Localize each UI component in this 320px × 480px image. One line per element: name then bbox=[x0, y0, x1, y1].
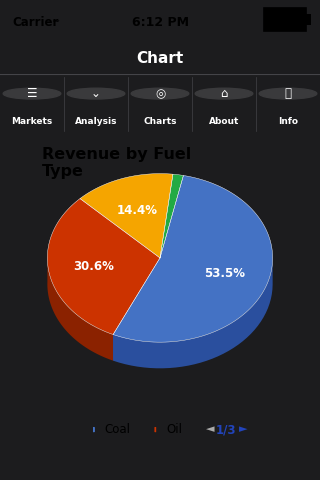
Polygon shape bbox=[113, 176, 273, 342]
Text: Coal: Coal bbox=[105, 423, 131, 436]
Circle shape bbox=[3, 88, 61, 99]
Circle shape bbox=[259, 88, 317, 99]
Polygon shape bbox=[113, 258, 160, 360]
Text: ~: ~ bbox=[52, 17, 60, 27]
Polygon shape bbox=[160, 174, 183, 258]
Text: 14.4%: 14.4% bbox=[117, 204, 158, 216]
Text: ☰: ☰ bbox=[27, 87, 37, 100]
Text: ⓘ: ⓘ bbox=[284, 87, 292, 100]
Text: ⌂: ⌂ bbox=[220, 87, 228, 100]
Text: Oil: Oil bbox=[166, 423, 182, 436]
Text: 1/3: 1/3 bbox=[216, 423, 236, 436]
Text: About: About bbox=[209, 117, 239, 126]
Polygon shape bbox=[47, 199, 160, 335]
Text: Markets: Markets bbox=[12, 117, 52, 126]
Text: 6:12 PM: 6:12 PM bbox=[132, 16, 188, 29]
Text: Charts: Charts bbox=[143, 117, 177, 126]
Text: ◄: ◄ bbox=[206, 425, 215, 434]
Circle shape bbox=[131, 88, 189, 99]
Bar bbox=[264, 8, 306, 31]
Circle shape bbox=[67, 88, 125, 99]
Text: 30.6%: 30.6% bbox=[73, 261, 114, 274]
Text: Carrier: Carrier bbox=[12, 16, 58, 29]
Text: Chart: Chart bbox=[136, 51, 184, 66]
Polygon shape bbox=[80, 174, 173, 258]
Polygon shape bbox=[113, 258, 160, 360]
Text: Revenue by Fuel
Type: Revenue by Fuel Type bbox=[42, 147, 191, 179]
Text: ⌄: ⌄ bbox=[91, 87, 101, 100]
Polygon shape bbox=[47, 255, 113, 360]
Text: Analysis: Analysis bbox=[75, 117, 117, 126]
Polygon shape bbox=[113, 258, 273, 368]
Circle shape bbox=[195, 88, 253, 99]
Text: 53.5%: 53.5% bbox=[204, 267, 245, 280]
Bar bbox=[306, 14, 311, 25]
Text: Info: Info bbox=[278, 117, 298, 126]
Text: ◎: ◎ bbox=[155, 87, 165, 100]
Text: ►: ► bbox=[238, 425, 247, 434]
